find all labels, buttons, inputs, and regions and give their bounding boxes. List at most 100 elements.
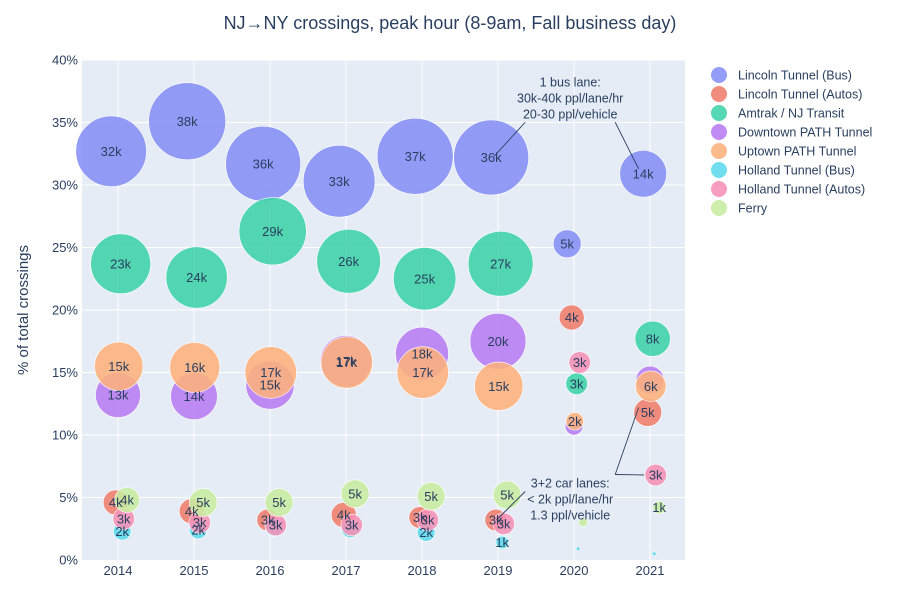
bubble[interactable] [320, 336, 373, 389]
bubble[interactable] [148, 82, 226, 161]
y-tick-label: 0% [59, 553, 78, 568]
x-tick-label: 2020 [560, 563, 589, 578]
x-tick-label: 2015 [180, 563, 209, 578]
annotation-text: 30k-40k ppl/lane/hr [517, 91, 623, 105]
bubble[interactable] [575, 546, 581, 552]
y-tick-label: 25% [52, 240, 78, 255]
bubble-label: 5k [500, 488, 514, 503]
bubble[interactable] [188, 488, 218, 517]
legend[interactable]: Lincoln Tunnel (Bus) Lincoln Tunnel (Auto… [711, 67, 872, 216]
legend-marker [711, 67, 727, 83]
annotation-text: < 2k ppl/lane/hr [527, 493, 613, 507]
legend-item[interactable]: Holland Tunnel (Bus) [711, 162, 855, 178]
bubble[interactable] [165, 246, 228, 309]
y-tick-label: 5% [59, 490, 78, 505]
bubble[interactable] [340, 479, 370, 509]
legend-marker [711, 181, 727, 197]
bubble-label: 4k [109, 495, 123, 510]
legend-item[interactable]: Downtown PATH Tunnel [711, 124, 872, 140]
bubble-label: 2k [568, 414, 582, 429]
bubble[interactable] [90, 233, 151, 295]
bubble[interactable] [376, 117, 454, 195]
bubble[interactable] [495, 535, 509, 550]
bubble-label: 4k [565, 310, 579, 325]
bubble[interactable] [393, 247, 457, 311]
bubble-label: 8k [646, 331, 660, 346]
bubble-label: 20k [488, 334, 509, 349]
bubble[interactable] [634, 320, 671, 357]
legend-item[interactable]: Lincoln Tunnel (Bus) [711, 67, 852, 83]
bubble-label: 3k [570, 376, 584, 391]
bubble[interactable] [568, 351, 591, 374]
bubble[interactable] [558, 304, 585, 331]
bubble-label: 37k [405, 149, 426, 164]
y-tick-label: 35% [52, 115, 78, 130]
legend-item[interactable]: Amtrak / NJ Transit [711, 105, 845, 121]
annotation-text: 1.3 ppl/vehicle [530, 509, 610, 523]
annotation-arrow [615, 474, 644, 476]
bubble[interactable] [94, 341, 144, 391]
y-tick-label: 20% [52, 303, 78, 318]
y-tick-label: 30% [52, 178, 78, 193]
bubble-label: 3k [269, 518, 283, 533]
legend-item[interactable]: Holland Tunnel (Autos) [711, 181, 865, 197]
legend-label: Ferry [738, 202, 768, 216]
bubble-label: 3k [649, 468, 663, 483]
legend-item[interactable]: Uptown PATH Tunnel [711, 143, 856, 159]
bubble[interactable] [652, 500, 666, 515]
legend-label: Holland Tunnel (Bus) [738, 164, 855, 178]
bubble[interactable] [474, 361, 524, 411]
bubble[interactable] [635, 370, 667, 402]
bubble[interactable] [565, 412, 584, 431]
x-tick-label: 2021 [636, 563, 665, 578]
bubble-label: 4k [185, 504, 199, 519]
bubble-label: 1k [495, 535, 509, 550]
bubble[interactable] [644, 463, 667, 487]
bubble-label: 1k [652, 500, 666, 515]
bubble[interactable] [114, 487, 140, 513]
legend-label: Downtown PATH Tunnel [738, 126, 872, 140]
bubble[interactable] [619, 150, 667, 198]
bubble-label: 3k [497, 516, 511, 531]
bubble-label: 36k [253, 156, 274, 171]
bubble[interactable] [316, 229, 381, 294]
legend-item[interactable]: Lincoln Tunnel (Autos) [711, 86, 862, 102]
annotation-arrow [493, 121, 526, 157]
bubble[interactable] [244, 346, 297, 399]
bubble-label: 33k [329, 174, 350, 189]
bubble-label: 4k [337, 508, 351, 523]
bubble[interactable] [578, 517, 588, 528]
legend-label: Uptown PATH Tunnel [738, 145, 856, 159]
bubble[interactable] [75, 115, 147, 187]
legend-marker [711, 200, 727, 216]
bubble[interactable] [169, 342, 221, 393]
bubble[interactable] [340, 513, 363, 537]
x-tick-label: 2017 [332, 563, 361, 578]
bubble[interactable] [238, 197, 307, 266]
bubble-label: 5k [560, 236, 574, 251]
x-tick-label: 2019 [484, 563, 513, 578]
legend-item[interactable]: Ferry [711, 200, 768, 216]
bubble[interactable] [651, 551, 657, 557]
bubble-label: 6k [644, 379, 658, 394]
bubble-label: 3k [489, 513, 503, 528]
bubble-label: 2k [115, 524, 129, 539]
bubble[interactable] [467, 230, 534, 297]
bubble-label: 16k [184, 360, 205, 375]
chart-title: NJ→NY crossings, peak hour (8-9am, Fall … [224, 13, 677, 33]
annotation-text: 3+2 car lanes: [531, 477, 610, 491]
bubble[interactable] [552, 229, 582, 259]
y-tick-label: 15% [52, 365, 78, 380]
bubble-label: 5k [641, 405, 655, 420]
bubble[interactable] [302, 145, 376, 218]
bubble-label: 5k [348, 486, 362, 501]
bubble[interactable] [416, 481, 446, 511]
legend-label: Amtrak / NJ Transit [738, 107, 845, 121]
bubble[interactable] [264, 488, 294, 517]
bubble-label: 14k [184, 389, 205, 404]
bubble[interactable] [396, 346, 449, 399]
annotation-arrow [496, 491, 526, 521]
